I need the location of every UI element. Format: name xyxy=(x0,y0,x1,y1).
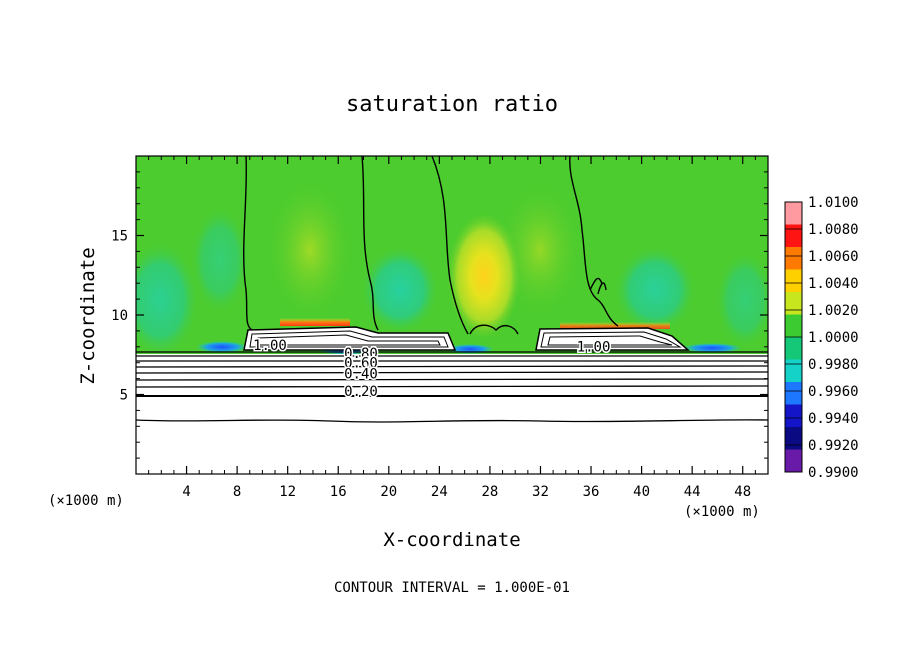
x-tick-label: 32 xyxy=(532,484,549,500)
contour-label: 0.80 xyxy=(344,346,378,362)
colorbar-label: 0.9940 xyxy=(808,411,859,427)
colorbar-label: 1.0100 xyxy=(808,195,859,211)
heatmap-blue-region xyxy=(682,343,742,353)
contour-lines-vertical xyxy=(243,156,619,335)
heatmap-cyan-region xyxy=(613,245,697,335)
colorbar-segment xyxy=(785,359,802,383)
y-tick-label: 5 xyxy=(120,388,128,404)
colorbar-segment xyxy=(785,427,802,450)
colorbar-segment xyxy=(785,404,802,428)
contour-line xyxy=(136,365,768,368)
colorbar-segment xyxy=(785,247,802,270)
heatmap-cyan-region xyxy=(136,240,200,360)
colorbar-label: 1.0060 xyxy=(808,249,859,265)
contour-line xyxy=(431,156,469,335)
colorbar-segment xyxy=(785,449,802,473)
heatmap-cyan-region xyxy=(360,245,440,335)
heatmap-lime-region xyxy=(265,175,355,325)
plot-area: 1.00 1.00 0.800.600.400.20 xyxy=(136,156,768,474)
contour-labels: 1.00 1.00 0.800.600.400.20 xyxy=(252,336,612,401)
x-tick-label: 28 xyxy=(481,484,498,500)
contour-line xyxy=(569,156,619,327)
x-unit-left: (×1000 m) xyxy=(48,493,124,509)
contour-label: 0.60 xyxy=(344,355,378,371)
contour-line xyxy=(136,385,768,388)
cloud-ring xyxy=(255,334,441,346)
contour-line xyxy=(136,419,768,423)
cloud-ring xyxy=(540,331,682,348)
y-tick-label: 10 xyxy=(111,308,128,324)
x-tick-label: 16 xyxy=(330,484,347,500)
contour-line xyxy=(243,156,253,331)
colorbar-label: 1.0040 xyxy=(808,276,859,292)
colorbar-segment xyxy=(785,269,802,293)
colorbar: 1.0100 1.0080 1.0060 1.0040 1.0020 1.0000 0.99… xyxy=(784,195,859,481)
colorbar-label: 1.0080 xyxy=(808,222,859,238)
contour-line xyxy=(136,371,768,374)
contour-label: 0.20 xyxy=(344,384,378,400)
colorbar-label: 0.9980 xyxy=(808,357,859,373)
x-tick-label: 36 xyxy=(583,484,600,500)
colorbar-segment xyxy=(785,292,802,315)
x-tick-label: 8 xyxy=(233,484,241,500)
heatmap-yellow-region xyxy=(446,211,522,341)
cloud-ring xyxy=(249,330,449,348)
colorbar-label: 1.0020 xyxy=(808,303,859,319)
contour-label: 1.00 xyxy=(577,340,611,356)
x-tick-label: 4 xyxy=(182,484,190,500)
contour-line xyxy=(136,378,768,381)
colorbar-label: 0.9920 xyxy=(808,438,859,454)
heatmap-orange-band xyxy=(280,318,350,326)
chart-title: saturation ratio xyxy=(346,92,558,117)
contour-interval-note: CONTOUR INTERVAL = 1.000E-01 xyxy=(334,580,570,596)
contour-line xyxy=(469,324,519,335)
x-axis-label: X-coordinate xyxy=(383,529,520,551)
colorbar-segment xyxy=(785,202,802,225)
heatmap-cyan-region xyxy=(715,250,768,350)
lower-white-region xyxy=(136,354,768,474)
contour-lines-horizontal xyxy=(136,351,768,423)
x-axis: 4 8 12 16 20 24 28 32 36 40 44 48 xyxy=(148,156,756,500)
contour-label: 0.40 xyxy=(344,367,378,383)
heatmap-cyan-region xyxy=(190,205,250,315)
contour-label: 1.00 xyxy=(253,338,287,354)
y-axis-label: Z-coordinate xyxy=(77,247,99,384)
y-tick-label: 15 xyxy=(111,229,128,245)
heatmap-blue-region xyxy=(196,341,248,353)
x-tick-label: 24 xyxy=(431,484,448,500)
colorbar-segment xyxy=(785,224,802,248)
x-tick-label: 48 xyxy=(734,484,751,500)
x-unit-right: (×1000 m) xyxy=(684,504,760,520)
y-axis: 5 10 15 xyxy=(111,171,768,459)
colorbar-segment xyxy=(785,382,802,405)
x-tick-label: 20 xyxy=(380,484,397,500)
contour-line xyxy=(361,156,379,331)
cloud-ring xyxy=(547,335,673,346)
contour-line xyxy=(589,277,607,295)
colorbar-label: 0.9960 xyxy=(808,384,859,400)
colorbar-label: 1.0000 xyxy=(808,330,859,346)
colorbar-label: 0.9900 xyxy=(808,465,859,481)
x-tick-label: 12 xyxy=(279,484,296,500)
heatmap-orange-band xyxy=(560,322,670,329)
colorbar-segment xyxy=(785,314,802,338)
colorbar-segment xyxy=(785,337,802,360)
x-tick-label: 44 xyxy=(684,484,701,500)
x-tick-label: 40 xyxy=(633,484,650,500)
